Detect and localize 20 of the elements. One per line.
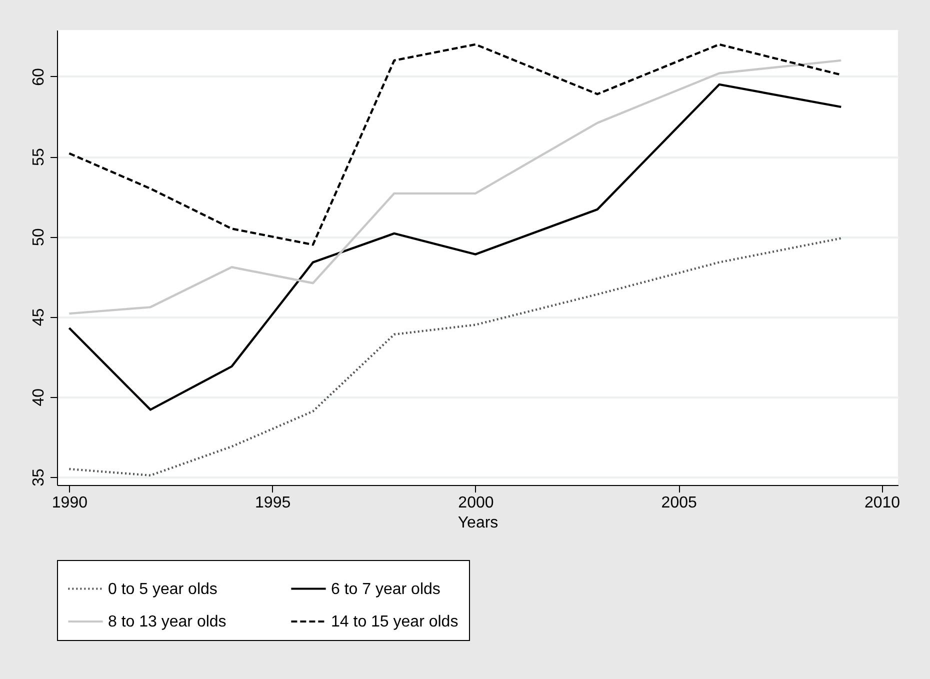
- y-tick-label: 50: [30, 228, 48, 246]
- line-series: [68, 43, 842, 246]
- line-series: [68, 237, 842, 476]
- x-axis-title: Years: [458, 514, 498, 532]
- y-tick-label: 45: [30, 308, 48, 326]
- line-series: [68, 59, 842, 315]
- y-tick-label: 60: [30, 68, 48, 86]
- y-tick-label: 55: [30, 148, 48, 166]
- x-tick-label: 1990: [52, 494, 88, 512]
- line-series: [68, 83, 842, 411]
- legend-label: 14 to 15 year olds: [331, 614, 458, 630]
- x-tick-label: 1995: [255, 494, 291, 512]
- x-tick-label: 2000: [458, 494, 494, 512]
- x-tick-label: 2010: [864, 494, 900, 512]
- x-tick-label: 2005: [661, 494, 698, 512]
- y-tick-label: 35: [30, 468, 48, 486]
- y-tick-label: 40: [30, 388, 48, 406]
- legend-label: 8 to 13 year olds: [108, 614, 226, 630]
- legend-label: 6 to 7 year olds: [331, 580, 440, 598]
- legend-label: 0 to 5 year olds: [108, 580, 218, 598]
